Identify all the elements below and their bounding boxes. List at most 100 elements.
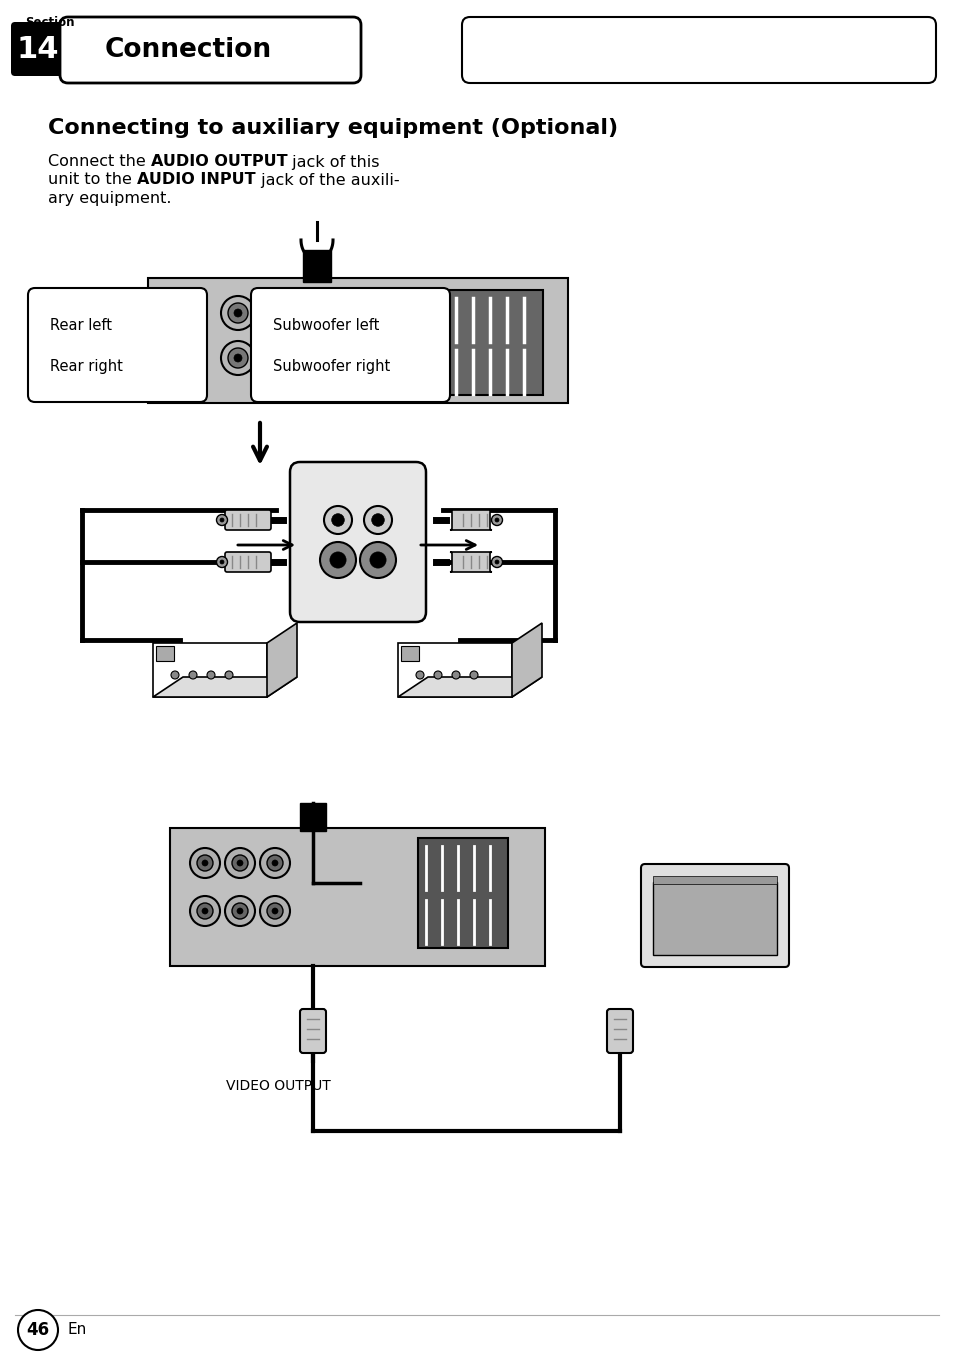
Circle shape: [202, 909, 208, 914]
Circle shape: [220, 560, 224, 564]
Circle shape: [416, 671, 423, 679]
Circle shape: [332, 514, 344, 526]
Circle shape: [233, 310, 242, 316]
Circle shape: [225, 896, 254, 926]
Circle shape: [189, 671, 196, 679]
Circle shape: [260, 896, 290, 926]
Circle shape: [491, 557, 502, 568]
Bar: [448, 289, 542, 395]
Bar: [148, 279, 567, 403]
Circle shape: [275, 310, 284, 316]
Circle shape: [495, 518, 498, 522]
Circle shape: [190, 848, 220, 877]
Bar: [156, 646, 173, 661]
Circle shape: [225, 848, 254, 877]
Bar: [652, 876, 776, 884]
Polygon shape: [512, 623, 541, 698]
Circle shape: [434, 671, 441, 679]
Circle shape: [228, 347, 248, 368]
FancyBboxPatch shape: [290, 462, 426, 622]
Circle shape: [272, 860, 277, 867]
Text: AUDIO INPUT: AUDIO INPUT: [137, 173, 255, 188]
Bar: [299, 803, 326, 831]
Bar: [170, 827, 544, 965]
Circle shape: [272, 909, 277, 914]
Circle shape: [267, 903, 283, 919]
Circle shape: [171, 671, 179, 679]
Circle shape: [236, 909, 243, 914]
FancyBboxPatch shape: [225, 552, 271, 572]
Text: Rear right: Rear right: [50, 360, 123, 375]
Bar: [303, 250, 331, 283]
Polygon shape: [397, 644, 512, 698]
FancyBboxPatch shape: [450, 552, 492, 572]
Circle shape: [196, 854, 213, 871]
Text: unit to the: unit to the: [48, 173, 137, 188]
Circle shape: [196, 903, 213, 919]
Circle shape: [275, 354, 284, 362]
Circle shape: [221, 296, 254, 330]
FancyBboxPatch shape: [28, 288, 207, 402]
FancyBboxPatch shape: [225, 510, 271, 530]
Circle shape: [470, 671, 477, 679]
Text: Connection: Connection: [105, 37, 272, 64]
FancyBboxPatch shape: [299, 1009, 326, 1053]
Circle shape: [190, 896, 220, 926]
Circle shape: [495, 560, 498, 564]
Text: Subwoofer left: Subwoofer left: [273, 318, 379, 333]
Circle shape: [232, 903, 248, 919]
FancyBboxPatch shape: [60, 18, 360, 82]
Text: jack of this: jack of this: [287, 154, 379, 169]
Text: Section: Section: [25, 15, 74, 28]
Circle shape: [270, 347, 290, 368]
Circle shape: [236, 860, 243, 867]
Circle shape: [260, 848, 290, 877]
Text: Rear left: Rear left: [50, 318, 112, 333]
Bar: [417, 838, 507, 948]
Text: Connecting to auxiliary equipment (Optional): Connecting to auxiliary equipment (Optio…: [48, 118, 618, 138]
Text: AUDIO OUTPUT: AUDIO OUTPUT: [151, 154, 287, 169]
Circle shape: [225, 671, 233, 679]
Circle shape: [370, 552, 386, 568]
Circle shape: [18, 1310, 58, 1351]
Circle shape: [221, 341, 254, 375]
Polygon shape: [267, 623, 296, 698]
Text: En: En: [68, 1322, 87, 1337]
FancyBboxPatch shape: [11, 22, 65, 76]
Circle shape: [216, 515, 227, 526]
Bar: [400, 646, 418, 661]
Circle shape: [220, 518, 224, 522]
Circle shape: [207, 671, 214, 679]
Circle shape: [319, 542, 355, 579]
Circle shape: [491, 515, 502, 526]
Text: 14: 14: [17, 35, 59, 65]
Circle shape: [216, 557, 227, 568]
Bar: [652, 882, 776, 955]
Circle shape: [359, 542, 395, 579]
FancyBboxPatch shape: [606, 1009, 633, 1053]
FancyBboxPatch shape: [450, 510, 492, 530]
Circle shape: [263, 296, 296, 330]
Circle shape: [372, 514, 384, 526]
Circle shape: [228, 303, 248, 323]
Polygon shape: [152, 677, 296, 698]
Circle shape: [202, 860, 208, 867]
Text: jack of the auxili-: jack of the auxili-: [255, 173, 399, 188]
Polygon shape: [152, 644, 267, 698]
Circle shape: [452, 671, 459, 679]
Text: ary equipment.: ary equipment.: [48, 191, 172, 206]
Circle shape: [330, 552, 346, 568]
Circle shape: [324, 506, 352, 534]
Circle shape: [233, 354, 242, 362]
Circle shape: [270, 303, 290, 323]
Text: Connect the: Connect the: [48, 154, 151, 169]
Text: Subwoofer right: Subwoofer right: [273, 360, 390, 375]
Circle shape: [263, 341, 296, 375]
Text: VIDEO OUTPUT: VIDEO OUTPUT: [226, 1079, 330, 1092]
Text: 46: 46: [27, 1321, 50, 1338]
FancyBboxPatch shape: [251, 288, 450, 402]
FancyBboxPatch shape: [640, 864, 788, 967]
Circle shape: [232, 854, 248, 871]
Circle shape: [364, 506, 392, 534]
FancyBboxPatch shape: [461, 18, 935, 82]
